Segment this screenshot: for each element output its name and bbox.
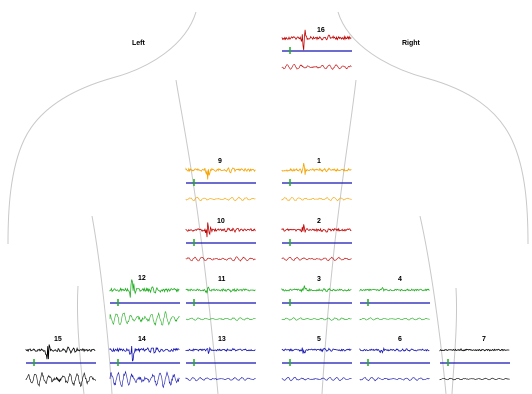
channel-1: 1 [281, 158, 352, 202]
filtered-signal-line [281, 256, 352, 261]
channel-label: 9 [218, 158, 222, 165]
channel-3: 3 [281, 276, 352, 321]
raw-signal-line [185, 167, 256, 180]
left-side-label: Left [132, 40, 146, 47]
right-side-label: Right [402, 40, 421, 47]
filtered-signal-line [25, 371, 96, 388]
channel-label: 15 [54, 336, 62, 343]
channel-label: 5 [317, 336, 321, 343]
channel-11: 11 [185, 276, 256, 321]
filtered-signal-line [439, 377, 510, 381]
channel-16: 16 [281, 27, 352, 70]
lower-left-line [91, 215, 113, 394]
channel-label: 7 [482, 336, 486, 343]
filtered-signal-line [185, 317, 256, 321]
filtered-signal-line [281, 376, 352, 382]
raw-signal-line [25, 344, 96, 360]
raw-signal-line [109, 346, 180, 362]
torso-outline [7, 11, 529, 394]
emg-trace [281, 224, 352, 261]
channel-4: 4 [359, 276, 430, 321]
filtered-signal-line [185, 376, 256, 382]
channel-label: 10 [217, 218, 225, 225]
channel-12: 12 [109, 275, 180, 327]
filtered-signal-line [359, 317, 430, 321]
channel-label: 2 [317, 218, 321, 225]
filtered-signal-line [185, 196, 256, 202]
channel-label: 14 [138, 336, 146, 343]
raw-signal-line [281, 162, 352, 175]
raw-signal-line [281, 285, 352, 293]
raw-signal-line [359, 346, 430, 354]
raw-signal-line [109, 279, 180, 298]
filtered-signal-line [359, 376, 430, 382]
channel-6: 6 [359, 336, 430, 382]
channel-15: 15 [25, 336, 96, 388]
emg-trace [109, 279, 180, 327]
channel-label: 6 [398, 336, 402, 343]
filtered-signal-line [281, 196, 352, 202]
filtered-signal-line [109, 311, 180, 327]
neck-right-line [337, 11, 529, 245]
emg-trace [281, 162, 352, 202]
raw-signal-line [359, 286, 430, 292]
emg-trace [439, 347, 510, 381]
channel-label: 1 [317, 158, 321, 165]
channel-label: 4 [398, 276, 402, 283]
channel-14: 14 [109, 336, 180, 389]
channel-13: 13 [185, 336, 256, 382]
channel-10: 10 [185, 218, 256, 262]
emg-trace [281, 285, 352, 321]
channel-2: 2 [281, 218, 352, 261]
emg-trace [109, 346, 180, 389]
emg-trace [281, 29, 352, 70]
filtered-signal-line [185, 256, 256, 262]
raw-signal-line [439, 347, 510, 352]
filtered-signal-line [109, 370, 180, 389]
armpit-left-line [76, 285, 85, 394]
chest-left-line [175, 79, 219, 394]
channel-9: 9 [185, 158, 256, 202]
filtered-signal-line [281, 64, 352, 70]
channel-label: 16 [317, 27, 325, 34]
raw-signal-line [185, 222, 256, 238]
neck-left-line [7, 11, 197, 245]
raw-signal-line [281, 29, 352, 51]
lower-right-line [419, 215, 447, 394]
emg-trace [185, 286, 256, 321]
channel-label: 12 [138, 275, 146, 282]
raw-signal-line [185, 346, 256, 354]
channel-label: 13 [218, 336, 226, 343]
armpit-right-line [451, 287, 458, 394]
channel-label: 11 [218, 276, 226, 283]
channel-5: 5 [281, 336, 352, 382]
emg-trace [185, 222, 256, 262]
raw-signal-line [281, 347, 352, 354]
emg-trace [281, 347, 352, 382]
emg-trace [185, 167, 256, 202]
emg-trace [25, 344, 96, 388]
emg-trace [359, 346, 430, 382]
raw-signal-line [281, 224, 352, 233]
channel-label: 3 [317, 276, 321, 283]
filtered-signal-line [281, 317, 352, 321]
emg-trace [185, 346, 256, 382]
emg-trace [359, 286, 430, 321]
raw-signal-line [185, 286, 256, 294]
channel-7: 7 [439, 336, 510, 381]
chest-right-line [321, 79, 357, 394]
